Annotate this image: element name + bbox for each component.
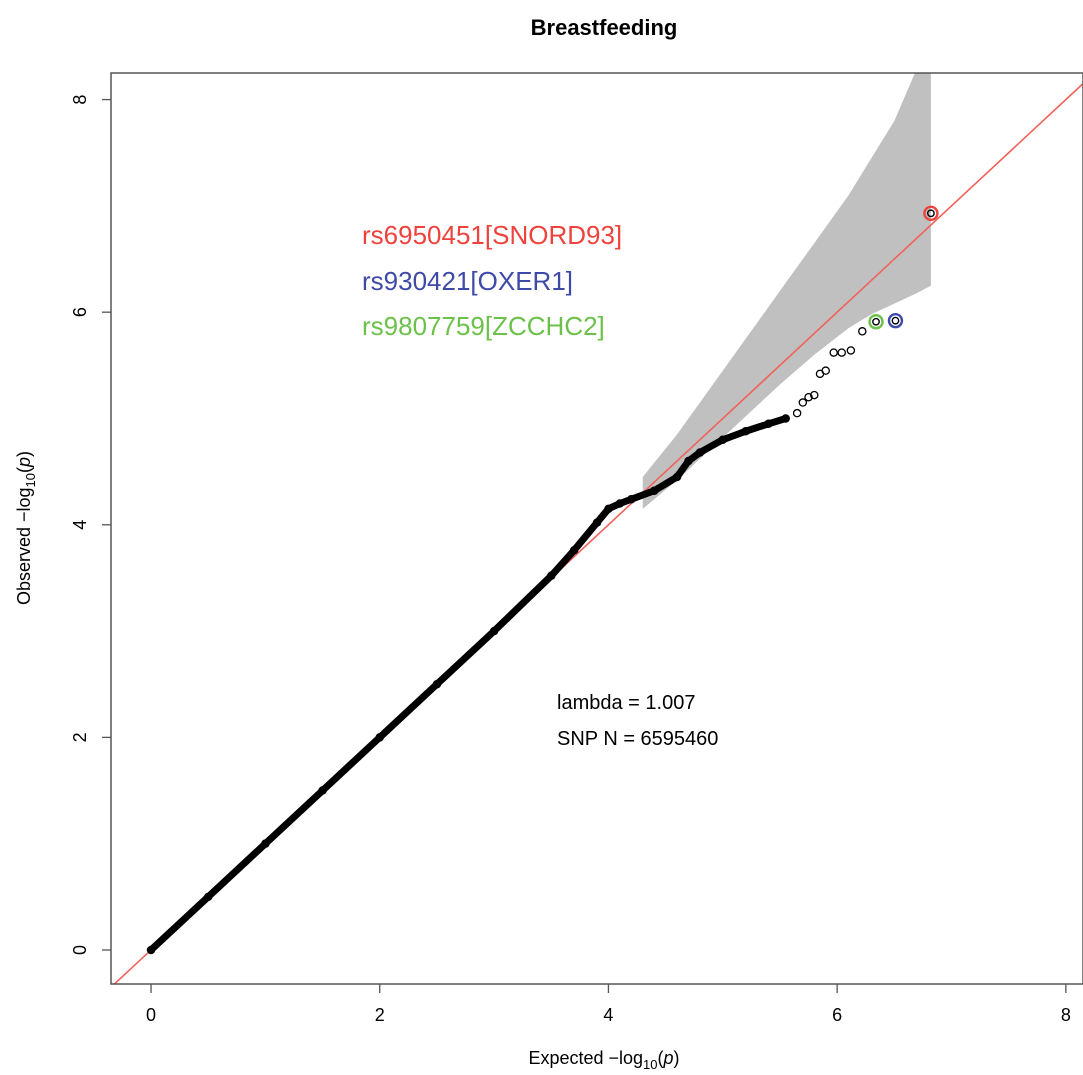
data-point bbox=[649, 486, 659, 496]
data-point bbox=[604, 504, 613, 514]
data-point bbox=[741, 426, 750, 436]
data-point bbox=[615, 499, 625, 508]
data-point bbox=[261, 839, 270, 848]
data-point bbox=[858, 327, 867, 336]
x-tick-label: 4 bbox=[603, 1005, 613, 1025]
x-axis: 0 2 4 6 8 bbox=[146, 984, 1071, 1025]
data-point bbox=[672, 472, 682, 482]
data-point bbox=[695, 448, 705, 457]
data-point bbox=[684, 456, 693, 466]
x-tick-label: 2 bbox=[375, 1005, 385, 1025]
lambda-annotation: lambda = 1.007 bbox=[557, 692, 695, 714]
y-tick-label: 2 bbox=[70, 732, 90, 742]
y-tick-label: 4 bbox=[70, 520, 90, 530]
data-points bbox=[146, 327, 867, 955]
snp-count-annotation: SNP N = 6595460 bbox=[557, 728, 718, 750]
data-point bbox=[432, 679, 442, 689]
data-point bbox=[821, 366, 830, 375]
legend: rs6950451[SNORD93] rs930421[OXER1] rs980… bbox=[362, 220, 622, 341]
data-point bbox=[846, 346, 856, 355]
data-point bbox=[792, 408, 802, 418]
legend-item-oxer1: rs930421[OXER1] bbox=[362, 266, 573, 296]
data-point bbox=[829, 348, 838, 357]
legend-item-snord93: rs6950451[SNORD93] bbox=[362, 220, 622, 250]
x-axis-label: Expected −log10(p) bbox=[528, 1048, 679, 1072]
data-point bbox=[203, 892, 213, 902]
x-tick-label: 8 bbox=[1061, 1005, 1071, 1025]
data-point bbox=[569, 546, 579, 555]
data-point bbox=[592, 518, 602, 527]
data-point bbox=[798, 398, 808, 407]
data-point bbox=[547, 571, 556, 581]
highlighted-points bbox=[868, 205, 939, 330]
data-point bbox=[764, 419, 773, 429]
highlighted-point-ring bbox=[923, 205, 939, 222]
data-point bbox=[837, 348, 846, 357]
data-point bbox=[489, 626, 499, 636]
plot-frame bbox=[110, 72, 1083, 985]
data-point bbox=[810, 390, 819, 400]
highlighted-point bbox=[891, 316, 900, 325]
data-point bbox=[781, 414, 790, 423]
data-point bbox=[718, 435, 728, 444]
y-tick-label: 0 bbox=[70, 945, 90, 955]
y-axis: 0 2 4 6 8 bbox=[70, 95, 111, 955]
chart-title: Breastfeeding bbox=[531, 15, 678, 40]
x-tick-label: 6 bbox=[832, 1005, 842, 1025]
y-axis-label: Observed −log10(p) bbox=[14, 451, 38, 605]
confidence-band bbox=[642, 73, 931, 509]
highlighted-point bbox=[872, 317, 880, 326]
legend-item-zcchc2: rs9807759[ZCCHC2] bbox=[362, 311, 605, 341]
data-point bbox=[375, 733, 384, 742]
y-tick-label: 6 bbox=[70, 307, 90, 317]
y-tick-label: 8 bbox=[70, 95, 90, 105]
highlighted-point bbox=[927, 209, 935, 218]
data-point bbox=[318, 786, 327, 795]
x-tick-label: 0 bbox=[146, 1005, 156, 1025]
data-point bbox=[627, 495, 636, 504]
highlighted-point-ring bbox=[887, 312, 904, 329]
data-point bbox=[804, 392, 813, 402]
data-trace bbox=[147, 414, 790, 954]
highlighted-point-ring bbox=[868, 314, 884, 330]
data-point bbox=[146, 945, 156, 955]
